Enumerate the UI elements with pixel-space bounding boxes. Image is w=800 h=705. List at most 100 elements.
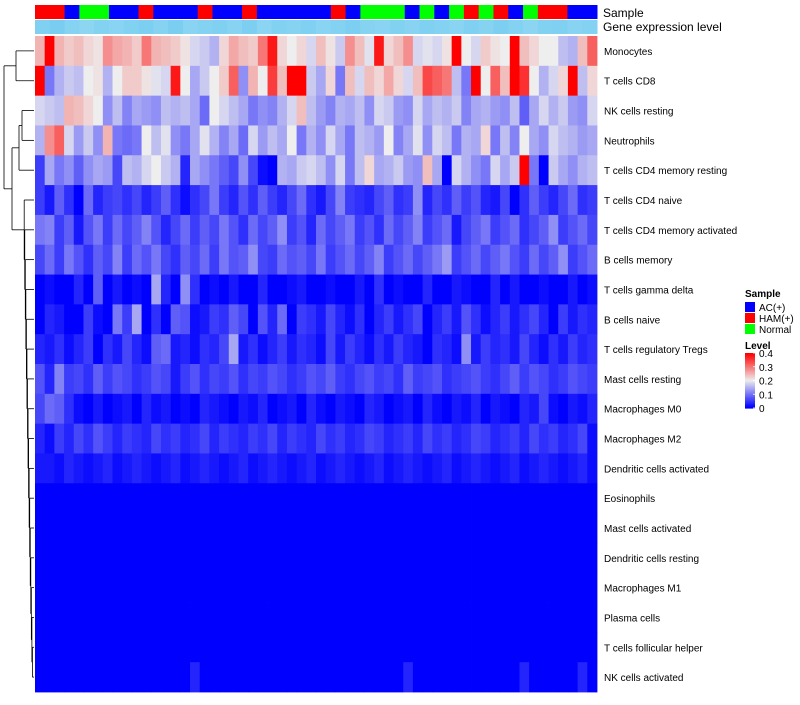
heatmap-cell xyxy=(151,125,162,156)
heatmap-cell xyxy=(131,125,142,156)
heatmap-cell xyxy=(238,334,249,365)
heatmap-cell xyxy=(151,542,162,574)
heatmap-cell xyxy=(180,274,191,305)
heatmap-cell xyxy=(354,483,365,514)
heatmap-cell xyxy=(393,572,404,603)
heatmap-cell xyxy=(538,513,549,544)
heatmap-cell xyxy=(558,602,569,633)
row-label: T cells CD4 memory resting xyxy=(604,166,727,177)
heatmap-cell xyxy=(190,244,201,275)
heatmap-cell xyxy=(296,95,307,126)
heatmap-cell xyxy=(228,125,239,156)
heatmap-cell xyxy=(257,542,268,574)
heatmap-cell xyxy=(500,542,511,574)
heatmap-cell xyxy=(364,662,375,693)
heatmap-cell xyxy=(131,155,142,186)
heatmap-cell xyxy=(64,423,75,454)
heatmap-cell xyxy=(131,513,142,544)
heatmap-cell xyxy=(306,393,317,425)
heatmap-cell xyxy=(35,304,46,335)
heatmap-cell xyxy=(412,453,423,484)
sample-annotation-cell xyxy=(330,5,347,19)
heatmap-cell xyxy=(509,572,520,603)
heatmap-cell xyxy=(345,274,356,305)
heatmap-cell xyxy=(558,185,569,216)
heatmap-cell xyxy=(577,364,588,395)
heatmap-cell xyxy=(141,632,152,663)
heatmap-cell xyxy=(102,632,113,663)
heatmap-cell xyxy=(490,453,501,484)
heatmap-cell xyxy=(296,483,307,514)
heatmap-cell xyxy=(122,185,133,216)
heatmap-cell xyxy=(267,65,278,97)
legend-gradient-step xyxy=(745,376,755,379)
heatmap-cell xyxy=(364,36,375,67)
heatmap-cell xyxy=(286,65,298,97)
heatmap-cell xyxy=(267,572,278,603)
heatmap-cell xyxy=(277,36,288,67)
heatmap-cell xyxy=(567,572,579,603)
heatmap-cell xyxy=(93,125,104,156)
heatmap-cell xyxy=(141,36,152,67)
heatmap-cell xyxy=(190,125,201,156)
heatmap-cell xyxy=(519,542,530,574)
heatmap-cell xyxy=(538,244,549,275)
heatmap-cell xyxy=(306,95,317,126)
heatmap-cell xyxy=(44,483,55,514)
heatmap-cell xyxy=(267,453,278,484)
heatmap-cell xyxy=(64,513,75,544)
expression-annotation-cell xyxy=(212,20,228,34)
heatmap-cell xyxy=(160,602,172,633)
heatmap-cell xyxy=(286,602,298,633)
heatmap-cell xyxy=(509,125,520,156)
heatmap-cell xyxy=(112,602,123,633)
heatmap-cell xyxy=(403,572,414,603)
heatmap-cell xyxy=(316,36,327,67)
heatmap-cell xyxy=(209,542,220,574)
heatmap-cell xyxy=(277,125,288,156)
legend-gradient-step xyxy=(745,365,755,368)
heatmap-cell xyxy=(451,572,462,603)
row-label: T cells CD4 naive xyxy=(604,196,683,207)
sample-annotation-cell xyxy=(389,5,406,19)
row-label: Macrophages M0 xyxy=(604,405,682,416)
heatmap-cell xyxy=(54,155,65,186)
heatmap-cell xyxy=(529,602,540,633)
heatmap-cell xyxy=(480,483,491,514)
heatmap-cell xyxy=(335,602,346,633)
heatmap-cell xyxy=(567,244,579,275)
heatmap-cell xyxy=(180,513,191,544)
heatmap-cell xyxy=(35,95,46,126)
heatmap-cell xyxy=(509,334,520,365)
heatmap-cell xyxy=(345,36,356,67)
heatmap-cell xyxy=(180,364,191,395)
heatmap-cell xyxy=(558,244,569,275)
heatmap-cell xyxy=(190,453,201,484)
heatmap-cell xyxy=(587,602,598,633)
heatmap-cell xyxy=(160,36,172,67)
heatmap-cell xyxy=(335,155,346,186)
heatmap-cell xyxy=(44,662,55,693)
heatmap-cell xyxy=(160,364,172,395)
expression-annotation-cell xyxy=(49,20,66,34)
heatmap-cell xyxy=(441,393,453,425)
heatmap-cell xyxy=(296,632,307,663)
heatmap-cell xyxy=(316,393,327,425)
heatmap-cell xyxy=(93,95,104,126)
heatmap-cell xyxy=(393,632,404,663)
heatmap-cell xyxy=(35,483,46,514)
heatmap-cell xyxy=(364,423,375,454)
heatmap-cell xyxy=(141,155,152,186)
heatmap-cell xyxy=(364,155,375,186)
heatmap-cell xyxy=(64,662,75,693)
heatmap-cell xyxy=(471,36,482,67)
heatmap-cell xyxy=(412,572,423,603)
heatmap-cell xyxy=(490,36,501,67)
heatmap-cell xyxy=(316,304,327,335)
heatmap-cell xyxy=(248,125,259,156)
heatmap-cell xyxy=(587,304,598,335)
heatmap-cell xyxy=(64,572,75,603)
heatmap-cell xyxy=(567,334,579,365)
heatmap-cell xyxy=(170,364,181,395)
